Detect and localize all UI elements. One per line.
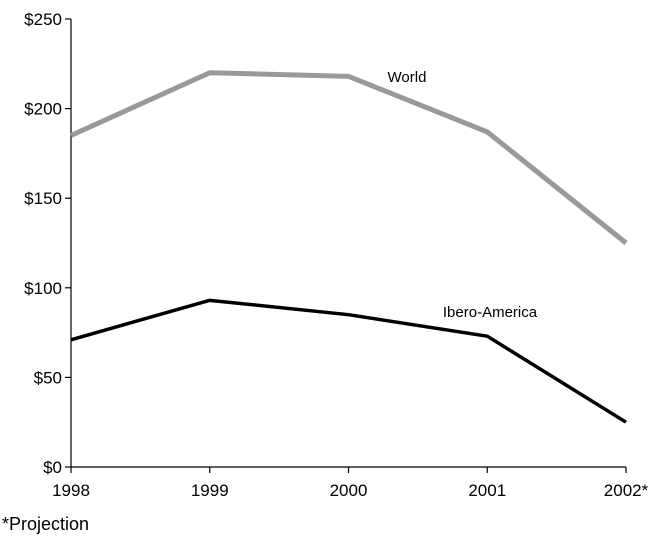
series-label-ibero-america: Ibero-America <box>443 304 538 321</box>
x-tick-label: 1998 <box>52 481 90 500</box>
y-tick-label: $150 <box>24 189 62 208</box>
series-line-world <box>69 70 628 245</box>
x-tick-label: 2002* <box>604 481 649 500</box>
y-tick-label: $200 <box>24 100 62 119</box>
footnote: *Projection <box>2 514 90 534</box>
series-labels: World Ibero-America <box>388 69 538 321</box>
y-tick-label: $0 <box>43 458 62 477</box>
series-lines <box>69 70 628 424</box>
x-tick-label: 1999 <box>191 481 229 500</box>
y-tick-label: $250 <box>24 10 62 29</box>
series-label-world: World <box>388 69 427 86</box>
series-line-ibero-america <box>70 298 627 424</box>
y-tick-label: $100 <box>24 279 62 298</box>
x-tick-label: 2000 <box>330 481 368 500</box>
y-tick-label: $50 <box>34 368 62 387</box>
x-tick-label: 2001 <box>468 481 506 500</box>
axes: $0 $50 $100 $150 $200 $250 1998 1999 2000 2001 200… <box>24 10 648 500</box>
